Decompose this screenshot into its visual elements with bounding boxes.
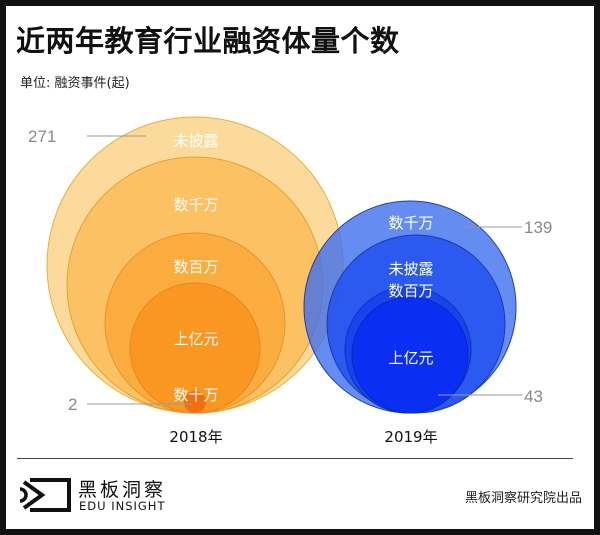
value-2019-min: 43 <box>524 387 543 406</box>
source-credit: 黑板洞察研究院出品 <box>464 491 582 506</box>
bubble-2018-hundreds-of-thousands <box>184 391 206 413</box>
label-2019-millions: 数百万 <box>388 282 433 300</box>
label-2018-hundreds-of-thousands: 数十万 <box>173 386 218 404</box>
bubble-group-2018 <box>46 116 344 414</box>
year-label-2019: 2019年 <box>384 428 437 446</box>
bubble-group-2019 <box>303 200 517 414</box>
chart-title: 近两年教育行业融资体量个数 <box>16 24 400 58</box>
unit-label: 单位: 融资事件(起) <box>20 76 130 91</box>
logo-chinese-text: 黑板洞察 <box>78 479 167 501</box>
label-2019-undisclosed: 未披露 <box>388 260 433 278</box>
label-2018-undisclosed: 未披露 <box>173 132 218 150</box>
logo-english-text: EDU INSIGHT <box>79 499 166 513</box>
value-2018-max: 271 <box>28 127 56 146</box>
footer-divider <box>17 458 573 459</box>
value-2018-min: 2 <box>68 395 77 414</box>
bubble-2019-hundred-millions <box>351 296 469 414</box>
year-label-2018: 2018年 <box>169 428 222 446</box>
label-2018-tens-of-millions: 数千万 <box>173 196 218 214</box>
label-2019-tens-of-millions: 数千万 <box>388 214 433 232</box>
label-2018-millions: 数百万 <box>173 258 218 276</box>
edu-insight-logo-icon <box>18 478 71 512</box>
label-2019-hundred-millions: 上亿元 <box>388 349 433 367</box>
label-2018-hundred-millions: 上亿元 <box>173 330 218 348</box>
value-2019-max: 139 <box>524 218 552 237</box>
